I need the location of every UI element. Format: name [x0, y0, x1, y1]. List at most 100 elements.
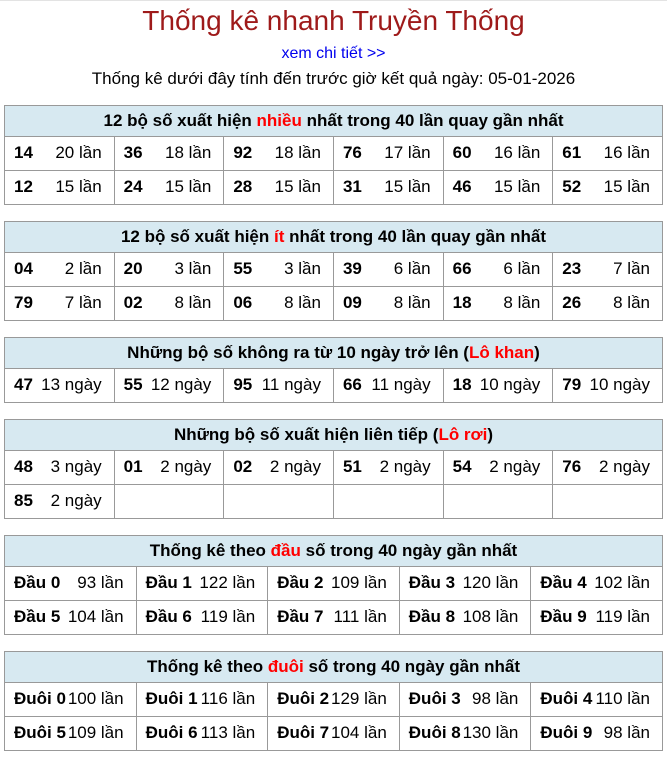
pair-cell: 46 15 lần — [442, 169, 554, 205]
pair-cell: 06 8 lần — [223, 285, 334, 321]
count-label: 113 lần — [200, 723, 256, 743]
pair-cell-content: Đầu 1 122 lần — [137, 573, 268, 593]
count-label: 109 lần — [67, 723, 124, 743]
number-label: 47 — [14, 375, 33, 395]
number-label: 31 — [342, 177, 362, 197]
number-label: Đầu 3 — [408, 573, 456, 593]
pair-cell-content: Đuôi 5 109 lần — [5, 723, 136, 743]
pair-cell-content: 01 2 ngày — [115, 457, 224, 477]
pair-cell: Đầu 2 109 lần — [267, 565, 400, 601]
number-label: 85 — [14, 491, 33, 511]
table-row: Đuôi 0 100 lần Đuôi 1 116 lần Đuôi 2 129 lần Đ… — [4, 681, 663, 717]
count-label: 13 ngày — [41, 375, 102, 395]
pair-cell: 14 20 lần — [4, 135, 115, 171]
pair-cell-content: Đuôi 2 129 lần — [268, 689, 399, 709]
pair-cell: 52 15 lần — [552, 169, 663, 205]
pair-cell: 18 10 ngày — [442, 367, 554, 403]
count-label: 8 lần — [503, 293, 541, 313]
table-header: Thống kê theo đầu số trong 40 ngày gần n… — [4, 534, 663, 567]
detail-link[interactable]: xem chi tiết >> — [281, 44, 386, 62]
number-label: Đầu 7 — [277, 607, 324, 627]
count-label: 109 lần — [331, 573, 387, 593]
pair-cell — [442, 483, 554, 519]
pair-cell-content: 20 3 lần — [115, 259, 224, 279]
number-label: Đuôi 9 — [540, 723, 593, 743]
pair-cell: Đuôi 8 130 lần — [398, 715, 532, 751]
count-label: 130 lần — [462, 723, 519, 743]
count-label: 16 lần — [603, 143, 650, 163]
pair-cell: 31 15 lần — [332, 169, 444, 205]
table-row: 47 13 ngày 55 12 ngày 95 11 ngày 66 11 ngày 18 10… — [4, 367, 663, 403]
count-label: 15 lần — [493, 177, 541, 197]
pair-cell: Đuôi 2 129 lần — [267, 681, 400, 717]
count-label: 15 lần — [55, 177, 102, 197]
pair-cell: Đuôi 3 98 lần — [398, 681, 532, 717]
table-header-text: ) — [534, 342, 540, 362]
number-label: Đuôi 1 — [145, 689, 198, 709]
number-label: 28 — [233, 177, 253, 197]
pair-cell: 01 2 ngày — [113, 449, 225, 485]
table-header-text: Những bộ số không ra từ 10 ngày trở lên … — [127, 342, 469, 362]
number-label: 76 — [342, 143, 362, 163]
pair-cell-content: Đuôi 7 104 lần — [268, 723, 399, 743]
pair-cell-content: 28 15 lần — [224, 177, 333, 197]
pair-cell-content: 92 18 lần — [224, 143, 333, 163]
pair-cell-content: Đầu 6 119 lần — [137, 607, 268, 627]
count-label: 98 lần — [472, 689, 519, 709]
count-label: 111 lần — [333, 607, 387, 627]
pair-cell: 36 18 lần — [113, 135, 225, 171]
pair-cell: 54 2 ngày — [442, 449, 554, 485]
pair-cell-content: 09 8 lần — [334, 293, 443, 313]
count-label: 2 lần — [64, 259, 102, 279]
number-label: 20 — [123, 259, 143, 279]
table-row: 14 20 lần 36 18 lần 92 18 lần 76 17 lần 60 16 lần… — [4, 135, 663, 171]
count-label: 2 ngày — [269, 457, 321, 477]
count-label: 100 lần — [67, 689, 124, 709]
table-header-keyword: Lô rơi — [438, 424, 488, 444]
pair-cell-content: 52 15 lần — [553, 177, 662, 197]
pair-cell: 79 10 ngày — [552, 367, 663, 403]
table-header-text: 12 bộ số xuất hiện — [120, 226, 274, 246]
number-label: Đuôi 4 — [540, 689, 593, 709]
table-header-text: 12 bộ số xuất hiện — [103, 110, 257, 130]
pair-cell: 76 2 ngày — [552, 449, 663, 485]
pair-cell: Đầu 3 120 lần — [398, 565, 532, 601]
count-label: 10 ngày — [479, 375, 541, 395]
count-label: 108 lần — [462, 607, 519, 627]
pair-cell: 24 15 lần — [113, 169, 225, 205]
number-label: 95 — [233, 375, 253, 395]
number-label: Đầu 4 — [540, 573, 587, 593]
pair-cell: Đuôi 5 109 lần — [4, 715, 137, 751]
pair-cell: 85 2 ngày — [4, 483, 115, 519]
number-label: Đầu 9 — [540, 607, 587, 627]
pair-cell-content: Đuôi 9 98 lần — [531, 723, 662, 743]
count-label: 20 lần — [55, 143, 102, 163]
pair-cell: 66 11 ngày — [332, 367, 444, 403]
stats-date-note: Thống kê dưới đây tính đến trước giờ kết… — [91, 68, 576, 88]
count-label: 129 lần — [331, 689, 387, 709]
number-label: Đuôi 5 — [14, 723, 66, 743]
duoi-stats-table: Thống kê theo đuôi số trong 40 ngày gần … — [4, 650, 663, 751]
count-label: 2 ngày — [160, 457, 212, 477]
number-label: 09 — [342, 293, 362, 313]
pair-cell-content: 48 3 ngày — [5, 457, 114, 477]
number-label: 79 — [14, 293, 33, 313]
pair-cell: Đầu 0 93 lần — [4, 565, 137, 601]
lo-khan-table: Những bộ số không ra từ 10 ngày trở lên … — [4, 336, 663, 403]
table-header-keyword: nhiều — [256, 110, 302, 130]
number-label: 39 — [342, 259, 362, 279]
table-header: Thống kê theo đuôi số trong 40 ngày gần … — [4, 650, 663, 683]
count-label: 7 lần — [64, 293, 102, 313]
count-label: 119 lần — [200, 607, 256, 627]
pair-cell — [113, 483, 225, 519]
table-row: Đầu 0 93 lần Đầu 1 122 lần Đầu 2 109 lần Đầu 3… — [4, 565, 663, 601]
dau-stats-table: Thống kê theo đầu số trong 40 ngày gần n… — [4, 534, 663, 635]
count-label: 10 ngày — [589, 375, 651, 395]
table-header: Những bộ số không ra từ 10 ngày trở lên … — [4, 336, 663, 369]
pair-cell — [223, 483, 334, 519]
count-label: 15 lần — [384, 177, 431, 197]
count-label: 2 ngày — [379, 457, 431, 477]
table-header-text: số trong 40 ngày gần nhất — [300, 540, 518, 560]
pair-cell-content: Đầu 8 108 lần — [400, 607, 531, 627]
number-label: 92 — [233, 143, 253, 163]
